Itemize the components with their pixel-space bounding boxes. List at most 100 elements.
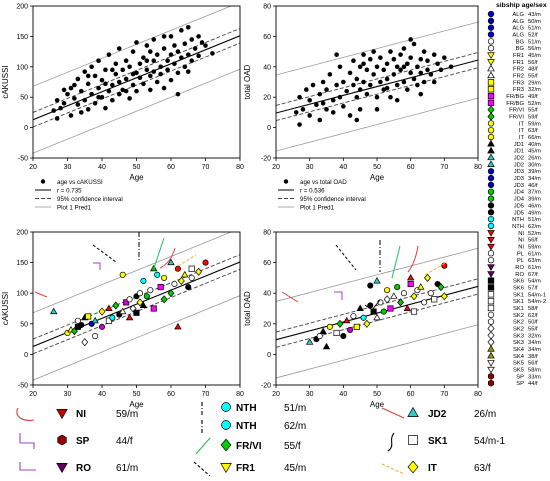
sibship-name: NTH <box>512 224 524 230</box>
highlight-name: SP <box>76 436 90 447</box>
data-point <box>202 259 209 266</box>
sibship-age: 52/m <box>528 231 541 237</box>
y-axis-label: cAKUSSI <box>1 65 10 98</box>
data-point <box>367 82 373 88</box>
data-point <box>118 307 127 315</box>
sibship-marker <box>487 52 495 60</box>
highlight-name: JD2 <box>428 409 447 420</box>
data-point <box>405 61 410 67</box>
data-point <box>168 52 174 57</box>
sibship-age: 52/m <box>528 101 541 107</box>
data-point <box>347 113 353 118</box>
data-point <box>123 88 129 94</box>
sibship-name: IT <box>519 135 525 141</box>
sibship-age: 50/m <box>528 19 541 25</box>
data-point <box>148 73 153 79</box>
y-tick-label: -20 <box>261 383 271 390</box>
data-point <box>144 43 150 48</box>
sibship-name: IT <box>519 121 525 127</box>
sibship-age: 32/m <box>528 333 541 339</box>
sibship-name: FR2 <box>513 74 524 80</box>
data-point <box>438 67 444 73</box>
annotations <box>281 240 448 311</box>
data-point <box>373 277 381 284</box>
data-point <box>398 52 403 57</box>
sibship-marker <box>487 174 495 182</box>
data-point <box>195 267 203 276</box>
sibship-name: NTH <box>512 217 524 223</box>
sibship-name: RO <box>515 272 524 278</box>
data-point <box>106 52 112 57</box>
data-point <box>391 56 397 62</box>
data-point <box>337 64 343 70</box>
y-tick-label: 100 <box>16 64 28 71</box>
legend-symbol <box>40 179 46 184</box>
sibship-name: BG <box>516 39 525 45</box>
confidence-line-lower <box>276 67 478 122</box>
sibship-marker <box>487 304 495 312</box>
sibship-name: FR1 <box>513 53 524 59</box>
sibship-marker <box>487 139 495 147</box>
sibship-name: ALG <box>512 12 524 18</box>
data-point <box>141 55 146 60</box>
data-point <box>81 338 89 347</box>
data-point <box>158 64 163 70</box>
data-point <box>297 94 302 100</box>
data-point <box>387 305 394 312</box>
sibship-marker <box>487 291 495 298</box>
data-point <box>116 91 122 97</box>
data-point <box>364 67 370 73</box>
data-point <box>374 64 380 70</box>
sibship-marker <box>487 222 495 230</box>
data-point <box>125 313 134 321</box>
legend-entry: r = 0.536 <box>300 188 325 195</box>
data-point <box>316 332 323 340</box>
sibship-marker <box>487 215 495 223</box>
data-point <box>172 61 177 67</box>
sibship-name: SK1 <box>513 306 524 312</box>
data-point <box>394 97 400 103</box>
sibship-name: SK1 <box>513 299 524 305</box>
plot-frame <box>275 5 479 159</box>
data-point <box>189 37 194 42</box>
sibship-age: 38/f <box>528 354 538 360</box>
y-tick-label: 0 <box>267 125 271 132</box>
data-point <box>421 79 427 85</box>
x-tick-label: 60 <box>167 164 175 171</box>
sibship-name: JD3 <box>514 183 524 189</box>
x-tick-label: 30 <box>306 164 314 171</box>
data-point <box>384 76 390 82</box>
sibship-marker <box>487 38 495 45</box>
sibship-marker <box>487 209 495 216</box>
data-point <box>440 292 448 301</box>
data-point <box>61 87 67 93</box>
data-point <box>79 110 84 115</box>
data-point <box>304 87 309 92</box>
data-point <box>75 102 81 107</box>
sibship-age: 54/m-2 <box>528 299 546 305</box>
data-point <box>342 316 351 324</box>
sibship-name: NI <box>518 238 524 244</box>
highlight-age: 59/m <box>116 409 138 420</box>
sibship-name: JD1 <box>514 142 524 148</box>
x-axis-label: Age <box>129 400 144 409</box>
sibship-marker <box>487 24 495 31</box>
sibship-age: 43/m <box>528 12 541 18</box>
sibship-marker <box>487 160 495 167</box>
sibship-age: 56/f <box>528 361 538 367</box>
purple-step-annotation <box>93 262 101 270</box>
highlight-marker <box>407 406 419 417</box>
sibship-marker <box>487 372 495 380</box>
prediction-line-upper <box>276 247 478 302</box>
data-point <box>427 290 434 297</box>
data-point <box>61 100 67 106</box>
data-point <box>182 41 188 46</box>
data-point <box>112 301 120 310</box>
data-point <box>185 52 191 57</box>
sibship-age: 57/f <box>528 285 538 291</box>
data-point <box>130 82 136 88</box>
data-point <box>74 317 81 324</box>
orange-dashed-annotation <box>177 254 197 267</box>
data-point <box>116 46 122 51</box>
sibship-marker <box>487 153 495 161</box>
